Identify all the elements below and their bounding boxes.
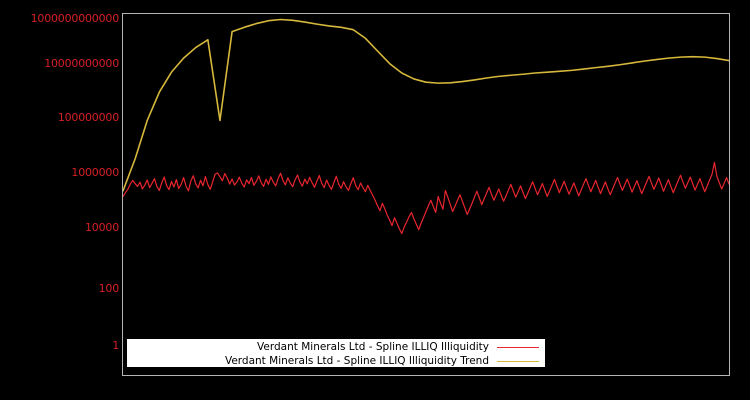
legend-entry-illiquidity: Verdant Minerals Ltd - Spline ILLIQ Illi… bbox=[127, 340, 545, 354]
y-axis-tick-labels: 1000000000000 10000000000 100000000 1000… bbox=[0, 0, 120, 400]
series-canvas bbox=[123, 18, 729, 235]
y-tick-label: 1000000000000 bbox=[30, 12, 120, 25]
y-tick-label: 100 bbox=[98, 282, 120, 295]
legend-swatch-illiquidity bbox=[497, 346, 539, 348]
legend-swatch-trend bbox=[497, 360, 539, 362]
chart-legend: Verdant Minerals Ltd - Spline ILLIQ Illi… bbox=[126, 338, 546, 368]
legend-entry-trend: Verdant Minerals Ltd - Spline ILLIQ Illi… bbox=[127, 354, 545, 368]
y-tick-label: 100000000 bbox=[57, 111, 119, 124]
legend-label-illiquidity: Verdant Minerals Ltd - Spline ILLIQ Illi… bbox=[257, 341, 489, 353]
series-line-illiquidity bbox=[123, 161, 729, 235]
plot-area bbox=[122, 13, 730, 376]
y-tick-label: 10000000000 bbox=[44, 57, 119, 70]
y-tick-label: 10000 bbox=[85, 221, 119, 234]
series-line-trend bbox=[123, 18, 729, 192]
y-tick-label: 1 bbox=[112, 339, 119, 352]
legend-label-trend: Verdant Minerals Ltd - Spline ILLIQ Illi… bbox=[224, 355, 489, 367]
y-tick-label: 1000000 bbox=[71, 166, 119, 179]
